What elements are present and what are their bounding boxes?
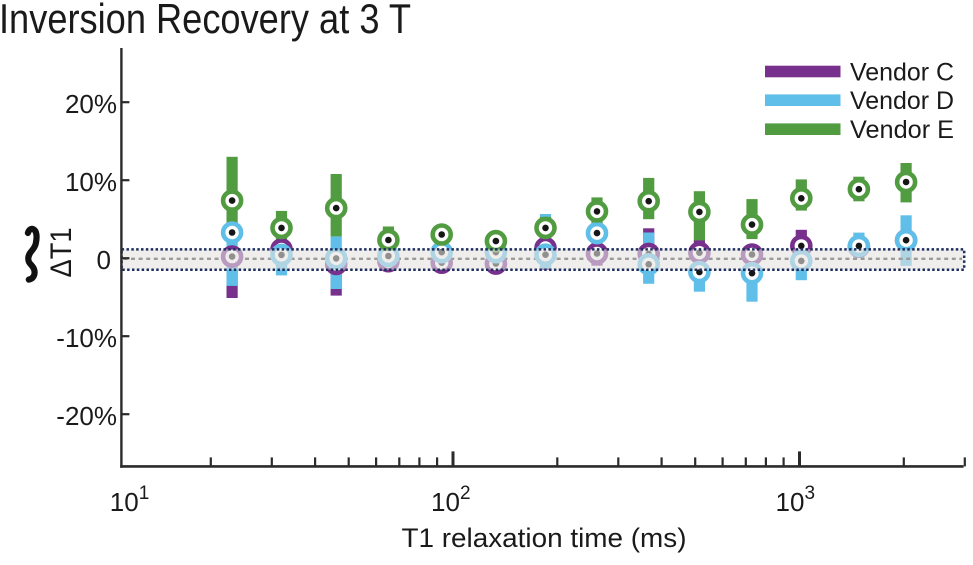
svg-text:10: 10 — [776, 487, 805, 517]
svg-text:1: 1 — [139, 483, 150, 504]
svg-text:Vendor C: Vendor C — [850, 59, 954, 87]
svg-text:Vendor E: Vendor E — [850, 116, 954, 144]
svg-text:10: 10 — [110, 487, 139, 517]
svg-text:-10%: -10% — [56, 323, 117, 353]
svg-text:10%: 10% — [65, 167, 117, 197]
svg-text:T1 relaxation time (ms): T1 relaxation time (ms) — [402, 523, 687, 553]
svg-text:0: 0 — [97, 245, 111, 275]
svg-text:Inversion Recovery at 3 T: Inversion Recovery at 3 T — [0, 0, 411, 42]
svg-text:10: 10 — [431, 487, 460, 517]
svg-text:3: 3 — [805, 483, 816, 504]
svg-text:ΔT1: ΔT1 — [45, 228, 78, 278]
svg-text:Vendor D: Vendor D — [850, 87, 954, 115]
svg-text:20%: 20% — [65, 89, 117, 119]
svg-text:-20%: -20% — [56, 401, 117, 431]
svg-text:2: 2 — [460, 483, 471, 504]
